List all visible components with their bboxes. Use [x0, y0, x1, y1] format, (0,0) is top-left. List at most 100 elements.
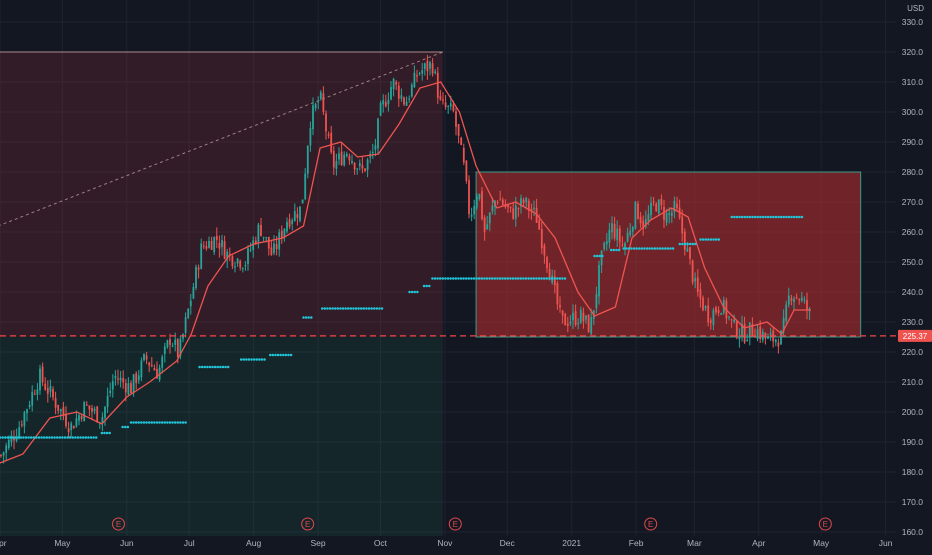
indicator-dot — [258, 358, 261, 361]
indicator-dot — [488, 277, 491, 280]
indicator-dot — [524, 277, 528, 280]
indicator-dot — [84, 436, 88, 439]
indicator-dot — [795, 215, 799, 219]
candle-body — [564, 313, 567, 326]
candle-body — [618, 228, 621, 243]
candle-body — [408, 98, 411, 100]
candle-body — [75, 418, 78, 427]
candle-body — [93, 408, 96, 411]
candle-body — [0, 455, 2, 457]
candle-body — [574, 311, 577, 325]
candle-body — [83, 402, 86, 422]
candle-body — [637, 203, 639, 219]
y-tick-label: 290.0 — [902, 137, 924, 147]
indicator-dot — [669, 247, 672, 250]
indicator-dot — [181, 421, 185, 424]
moving-average-line — [0, 81, 811, 464]
indicator-dot — [32, 436, 36, 439]
indicator-dot — [785, 215, 788, 219]
indicator-dot — [625, 247, 628, 250]
indicator-dot — [79, 436, 82, 439]
candle-body — [218, 243, 221, 249]
candle-body — [647, 214, 650, 221]
indicator-dot — [132, 421, 135, 424]
indicator-dot — [226, 365, 230, 369]
indicator-dot — [252, 358, 256, 361]
candle-body — [85, 404, 88, 406]
dot-segment — [622, 247, 675, 250]
candle-body — [413, 72, 416, 88]
candle-body — [153, 367, 156, 371]
indicator-dot — [173, 421, 177, 424]
indicator-dot — [71, 436, 75, 439]
candle-body — [455, 111, 457, 127]
candle-body — [538, 220, 541, 230]
indicator-dot — [126, 425, 130, 429]
x-tick-label: May — [813, 538, 830, 548]
candle-body — [312, 105, 314, 130]
indicator-dot — [598, 254, 602, 258]
indicator-dot — [550, 277, 554, 280]
candle-body — [395, 81, 398, 85]
candle-body — [709, 320, 712, 323]
indicator-dot — [53, 436, 56, 439]
dot-segment — [129, 421, 187, 424]
indicator-dot — [328, 307, 332, 310]
candle-body — [572, 312, 574, 321]
indicator-dot — [304, 316, 308, 319]
candle-body — [353, 162, 356, 170]
candle-body — [265, 237, 268, 239]
y-axis[interactable]: USD 160.0 170.0 180.0 190.0 200.0 210.0 220.0 2… — [902, 4, 925, 537]
candle-body — [720, 313, 723, 315]
indicator-dot — [683, 242, 687, 246]
indicator-dot — [548, 277, 551, 280]
candle-body — [223, 241, 226, 259]
candle-body — [548, 269, 551, 281]
indicator-dot — [68, 436, 72, 439]
indicator-dot — [638, 247, 641, 250]
candle-body — [234, 266, 236, 268]
x-axis[interactable]: Apr May Jun Jul Aug Sep Oct Nov Dec 2021 Feb Mar Apr… — [0, 538, 893, 548]
indicator-dot — [336, 307, 340, 310]
candle-body — [306, 145, 309, 174]
indicator-dot — [302, 316, 305, 319]
candle-body — [447, 105, 450, 107]
indicator-dot — [42, 436, 46, 439]
candle-body — [553, 276, 556, 286]
indicator-dot — [457, 277, 460, 280]
indicator-dot — [516, 277, 520, 280]
current-price-line: 225.37 — [0, 329, 932, 342]
candle-body — [522, 199, 525, 204]
indicator-dot — [94, 436, 98, 439]
dot-segment — [320, 307, 384, 310]
candle-body — [655, 203, 658, 212]
candle-body — [132, 374, 135, 394]
candle-body — [130, 383, 132, 394]
indicator-dot — [782, 215, 786, 219]
candle-body — [660, 198, 663, 206]
indicator-dot — [11, 436, 15, 439]
candle-body — [525, 197, 528, 203]
indicator-dot — [27, 436, 30, 439]
indicator-dot — [92, 436, 95, 439]
candle-body — [260, 224, 262, 236]
dot-segment — [422, 284, 431, 288]
indicator-dot — [563, 277, 567, 280]
candle-body — [400, 95, 403, 99]
candle-body — [236, 258, 239, 264]
dot-segment — [121, 425, 130, 429]
indicator-dot — [709, 238, 713, 241]
indicator-dot — [772, 215, 775, 219]
candle-body — [767, 335, 769, 339]
indicator-dot — [48, 436, 51, 439]
candle-body — [787, 295, 790, 305]
candle-body — [520, 198, 522, 207]
candle-body — [213, 237, 216, 253]
candle-body — [782, 317, 785, 332]
candle-body — [650, 202, 652, 216]
indicator-dot — [287, 353, 290, 357]
earnings-marker: E — [818, 517, 832, 531]
indicator-dot — [213, 365, 217, 369]
